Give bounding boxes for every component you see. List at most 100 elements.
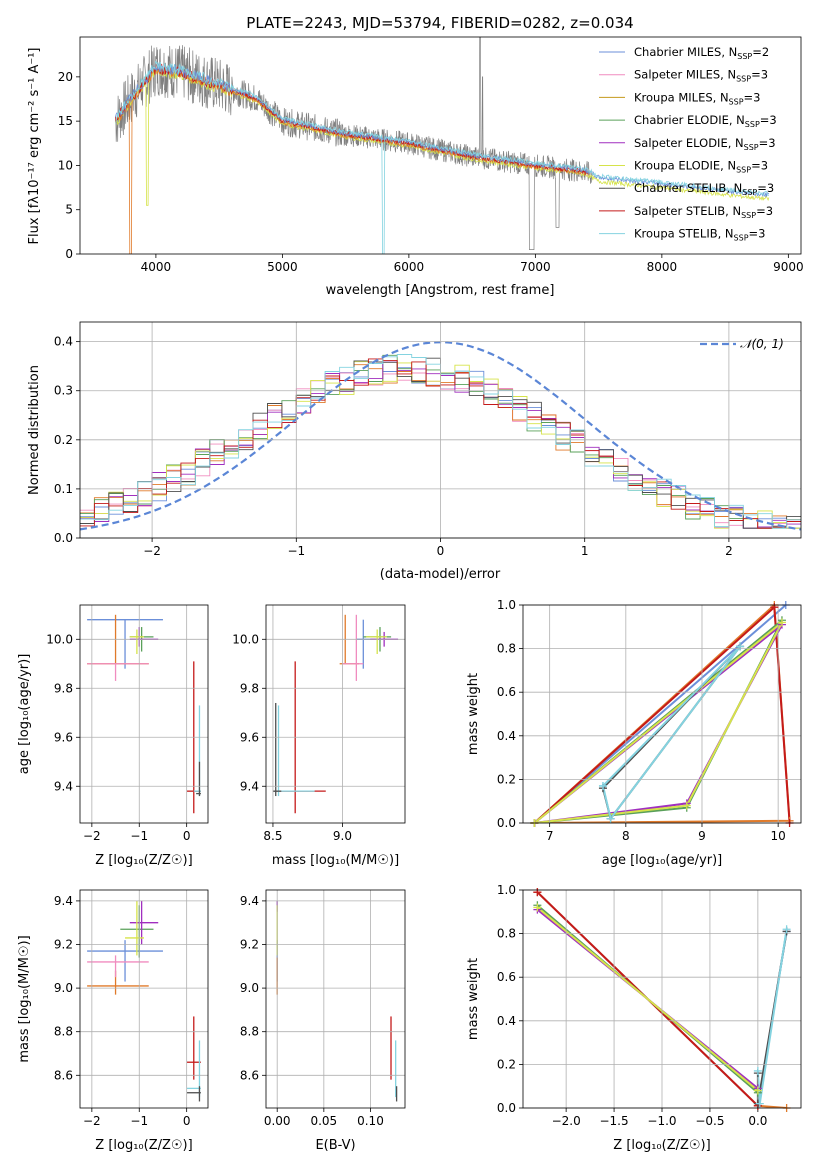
x-tick-label: 0.0 bbox=[748, 1114, 767, 1128]
mass_Z-axes: −2 −1 0 8.6 8.8 9.0 9.2 9.4 Z [log₁₀(Z/Z☉)] mass … bbox=[17, 889, 209, 1153]
mass_EBV-plot-area bbox=[276, 900, 398, 1102]
x-tick-label: 9000 bbox=[773, 260, 804, 274]
x-tick-label: 9 bbox=[698, 829, 706, 843]
y-tick-label: 0.6 bbox=[497, 970, 516, 984]
mass_Z-plot-area bbox=[87, 900, 201, 1102]
legend-sub: SSP bbox=[742, 188, 757, 197]
y-tick-label: 9.8 bbox=[54, 681, 73, 695]
x-tick-label: 0.00 bbox=[264, 1114, 291, 1128]
y-axis-label: Normed distribution bbox=[27, 365, 42, 495]
spectrum-plot-area bbox=[115, 37, 770, 254]
legend-val: =3 bbox=[751, 68, 768, 82]
y-tick-label: 8.8 bbox=[240, 1025, 259, 1039]
legend-label: Salpeter MILES, NSSP=3 bbox=[634, 68, 768, 84]
x-tick-label: −1.5 bbox=[599, 1114, 628, 1128]
weight-line-kroupa_stelib bbox=[602, 645, 741, 821]
x-tick-label: 8 bbox=[622, 829, 630, 843]
x-tick-label: 0 bbox=[183, 829, 191, 843]
x-tick-label: 7000 bbox=[520, 260, 551, 274]
model-spectrum-kroupa_stelib bbox=[115, 60, 769, 254]
legend-label: Chabrier STELIB, NSSP=3 bbox=[634, 181, 774, 197]
legend-sub: SSP bbox=[744, 143, 759, 152]
x-tick-label: 9.0 bbox=[333, 829, 352, 843]
x-axis-label: E(B-V) bbox=[315, 1138, 355, 1153]
weight-line-chabrier_miles bbox=[533, 605, 787, 823]
x-tick-label: 0 bbox=[183, 1114, 191, 1128]
legend-val: =3 bbox=[760, 113, 777, 127]
x-tick-label: 6000 bbox=[394, 260, 425, 274]
x-tick-label: −1.0 bbox=[647, 1114, 676, 1128]
y-tick-label: 0 bbox=[65, 247, 73, 261]
y-tick-label: 8.6 bbox=[240, 1068, 259, 1082]
y-axis-label: Flux [fλ10⁻¹⁷ erg cm⁻² s⁻¹ A⁻¹] bbox=[27, 48, 42, 245]
x-tick-label: 7 bbox=[546, 829, 554, 843]
y-tick-label: 0.2 bbox=[497, 772, 516, 786]
histogram-axes: −2 −1 0 1 2 0.0 0.1 0.2 0.3 0.4 𝒩(0, 1) (data-model… bbox=[27, 321, 802, 582]
y-tick-label: 0.1 bbox=[54, 482, 73, 496]
legend-name: Kroupa STELIB, N bbox=[634, 227, 734, 241]
weight-marker bbox=[755, 1099, 764, 1108]
x-axis-label: age [log₁₀(age/yr)] bbox=[602, 853, 723, 868]
x-tick-label: 0.05 bbox=[310, 1114, 337, 1128]
histogram-frame bbox=[79, 321, 802, 539]
y-tick-label: 0.4 bbox=[497, 729, 516, 743]
y-tick-label: 0.3 bbox=[54, 384, 73, 398]
legend-sub: SSP bbox=[741, 211, 756, 220]
weight-marker bbox=[682, 801, 691, 810]
legend-name: Chabrier MILES, N bbox=[634, 45, 737, 59]
y-axis-label: mass weight bbox=[466, 673, 481, 755]
mass_Z-frame bbox=[79, 889, 209, 1109]
spectrum-frame bbox=[79, 36, 802, 255]
weight-marker bbox=[533, 888, 542, 897]
age_mass-axes: 8.5 9.0 9.4 9.6 9.8 10.0 mass [log₁₀(M/M☉)] bbox=[232, 604, 406, 868]
legend-label: Kroupa STELIB, NSSP=3 bbox=[634, 227, 765, 243]
y-tick-label: 0.4 bbox=[497, 1014, 516, 1028]
y-tick-label: 9.0 bbox=[54, 981, 73, 995]
legend-label: Kroupa ELODIE, NSSP=3 bbox=[634, 159, 768, 175]
spectrum-axes: 4000 5000 6000 7000 8000 9000 0 5 10 15 20 waveleng… bbox=[27, 36, 804, 298]
y-axis-label: age [log₁₀(age/yr)] bbox=[17, 654, 32, 775]
legend-val: =3 bbox=[751, 159, 768, 173]
x-axis-label: (data-model)/error bbox=[380, 567, 501, 582]
legend-label: 𝒩(0, 1) bbox=[740, 337, 784, 351]
age_Z-frame bbox=[79, 604, 209, 824]
x-axis-label: wavelength [Angstrom, rest frame] bbox=[326, 283, 555, 298]
y-tick-label: 0.2 bbox=[54, 433, 73, 447]
legend-sub: SSP bbox=[736, 75, 751, 84]
x-tick-label: 2 bbox=[725, 544, 733, 558]
x-axis-label: Z [log₁₀(Z/Z☉)] bbox=[95, 1138, 192, 1153]
y-tick-label: 9.4 bbox=[54, 894, 73, 908]
y-tick-label: 9.4 bbox=[240, 894, 259, 908]
x-tick-label: 4000 bbox=[141, 260, 172, 274]
model-spectrum-salpeter_stelib bbox=[115, 62, 589, 175]
weight-marker bbox=[753, 1086, 762, 1095]
legend-val: =3 bbox=[759, 136, 776, 150]
y-tick-label: 10 bbox=[58, 158, 73, 172]
x-tick-label: 10 bbox=[771, 829, 786, 843]
y-tick-label: 15 bbox=[58, 114, 73, 128]
y-tick-label: 0.0 bbox=[497, 816, 516, 830]
weight_age-plot-area bbox=[533, 605, 791, 823]
y-tick-label: 9.4 bbox=[54, 779, 73, 793]
x-tick-label: 5000 bbox=[267, 260, 298, 274]
x-axis-label: Z [log₁₀(Z/Z☉)] bbox=[613, 1138, 710, 1153]
x-axis-label: mass [log₁₀(M/M☉)] bbox=[272, 853, 399, 868]
legend-label: Chabrier ELODIE, NSSP=3 bbox=[634, 113, 777, 129]
y-tick-label: 20 bbox=[58, 70, 73, 84]
weight-marker bbox=[533, 903, 542, 912]
weight_age-frame bbox=[522, 604, 802, 824]
y-tick-label: 9.2 bbox=[54, 938, 73, 952]
y-tick-label: 9.6 bbox=[54, 730, 73, 744]
x-tick-label: −2 bbox=[143, 544, 161, 558]
mass_EBV-frame bbox=[265, 889, 406, 1109]
x-tick-label: −2 bbox=[83, 829, 101, 843]
weight_Z-frame bbox=[522, 889, 802, 1109]
y-tick-label: 10.0 bbox=[232, 632, 259, 646]
weight-marker bbox=[777, 618, 786, 627]
legend-sub: SSP bbox=[729, 97, 744, 106]
weight-marker bbox=[606, 814, 615, 823]
y-tick-label: 0.6 bbox=[497, 685, 516, 699]
y-tick-label: 8.8 bbox=[54, 1025, 73, 1039]
weight-marker bbox=[736, 642, 745, 651]
